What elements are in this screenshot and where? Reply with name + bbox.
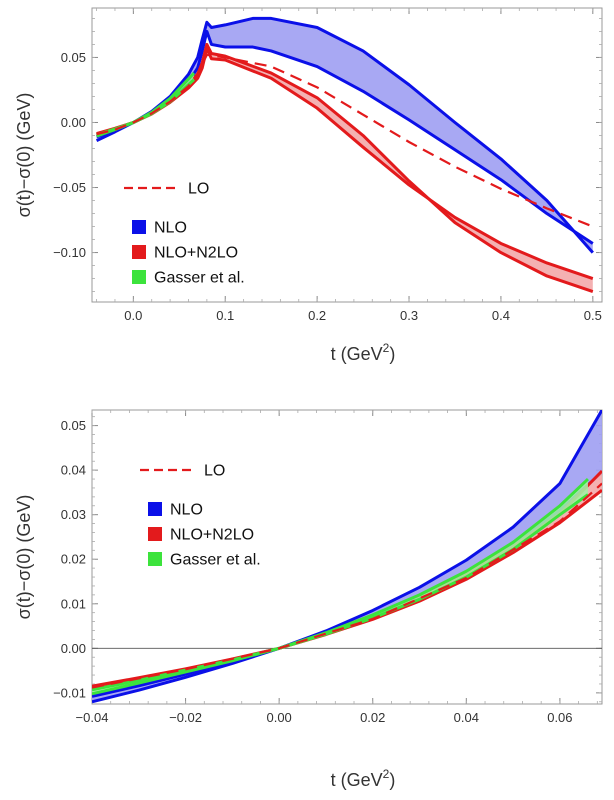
legend-label-nlo: NLO [170, 502, 203, 519]
x-tick-label: 0.0 [124, 308, 142, 323]
band-lower-nlo [92, 471, 602, 698]
legend-swatch-nlo [148, 502, 162, 516]
y-tick-label: 0.03 [61, 507, 86, 522]
x-tick-label: 0.02 [360, 710, 385, 725]
x-tick-label: −0.02 [169, 710, 202, 725]
legend-label-gasser-et-al: Gasser et al. [154, 270, 245, 287]
legend: LO NLO NLO+N2LO Gasser et al. [140, 463, 261, 569]
y-axis-title: σ(t)−σ(0) (GeV) [14, 495, 34, 620]
line-lo [96, 53, 594, 228]
band-nlo-n2lo [92, 471, 602, 690]
plot-frame [91, 409, 603, 705]
band-upper-nlo [92, 410, 602, 704]
plot-area [95, 16, 594, 294]
x-tick-label: 0.5 [584, 308, 602, 323]
x-axis-title-sup: 2 [383, 767, 390, 781]
line-lo [92, 482, 602, 689]
y-tick-label: 0.00 [61, 641, 86, 656]
x-axis-title-sup: 2 [383, 341, 390, 355]
x-tick-label: 0.1 [216, 308, 234, 323]
x-tick-label: 0.4 [492, 308, 510, 323]
x-tick-label: 0.3 [400, 308, 418, 323]
plot-frame [91, 7, 603, 303]
x-axis-title-main: t (GeV [331, 770, 383, 790]
band-nlo-n2lo [96, 44, 593, 292]
x-tick-label: −0.04 [76, 710, 109, 725]
legend-label-gasser-et-al: Gasser et al. [170, 552, 261, 569]
band-nlo [96, 18, 593, 253]
y-tick-label: −0.05 [53, 180, 86, 195]
y-tick-label: 0.02 [61, 552, 86, 567]
x-axis-title-close: ) [389, 344, 395, 364]
x-tick-label: 0.00 [266, 710, 291, 725]
legend: LO NLO NLO+N2LO Gasser et al. [124, 181, 245, 287]
legend-label-nlo-n2lo: NLO+N2LO [170, 527, 254, 544]
band-upper-nlo-n2lo [92, 469, 602, 691]
chart-top: 0.0 0.1 0.2 0.3 0.4 0.5 −0.10 −0.05 0.00 0.05 LO NL… [14, 7, 603, 364]
band-upper-gasser-et-al [92, 477, 589, 696]
y-tick-label: 0.05 [61, 418, 86, 433]
y-tick-label: 0.00 [61, 115, 86, 130]
band-lower-gasser-et-al [92, 493, 589, 692]
y-tick-label: 0.04 [61, 463, 86, 478]
legend-swatch-gasser-et-al [132, 270, 146, 284]
band-nlo [92, 410, 602, 702]
band-gasser-et-al [92, 479, 588, 694]
x-tick-label: 0.06 [547, 710, 572, 725]
legend-swatch-nlo-n2lo [132, 245, 146, 259]
y-tick-label: −0.01 [53, 685, 86, 700]
x-axis-title-close: ) [389, 770, 395, 790]
x-tick-label: 0.04 [454, 710, 479, 725]
y-tick-label: −0.10 [53, 245, 86, 260]
legend-swatch-nlo [132, 220, 146, 234]
x-axis-title-main: t (GeV [331, 344, 383, 364]
band-upper-gasser-et-al [96, 72, 196, 138]
x-tick-label: 0.2 [308, 308, 326, 323]
x-axis-title: t (GeV2) [331, 767, 396, 790]
chart-bottom: −0.04 −0.02 0.00 0.02 0.04 0.06 −0.01 0.00 0.01 0… [14, 409, 603, 790]
plot-area [92, 410, 602, 704]
legend-swatch-nlo-n2lo [148, 527, 162, 541]
y-tick-label: 0.05 [61, 50, 86, 65]
legend-swatch-gasser-et-al [148, 552, 162, 566]
legend-label-nlo: NLO [154, 220, 187, 237]
legend-label-lo: LO [204, 463, 225, 480]
y-axis-title: σ(t)−σ(0) (GeV) [14, 93, 34, 218]
legend-label-nlo-n2lo: NLO+N2LO [154, 245, 238, 262]
band-gasser-et-al [96, 73, 194, 137]
x-axis-title: t (GeV2) [331, 341, 396, 364]
legend-label-lo: LO [188, 181, 209, 198]
y-tick-label: 0.01 [61, 596, 86, 611]
